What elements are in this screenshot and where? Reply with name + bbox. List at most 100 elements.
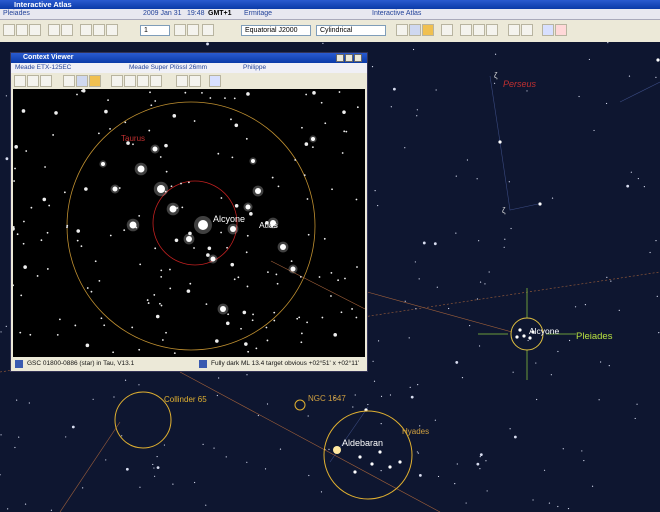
star: [230, 118, 232, 120]
star: [246, 92, 250, 96]
zoom-in[interactable]: [3, 24, 15, 36]
tool[interactable]: [76, 75, 88, 87]
tool[interactable]: [80, 24, 92, 36]
star: [0, 331, 1, 332]
close[interactable]: [354, 54, 362, 62]
star: [211, 257, 216, 262]
tool[interactable]: [521, 24, 533, 36]
observer[interactable]: Philippe: [243, 63, 266, 73]
tool[interactable]: [473, 24, 485, 36]
star: [184, 92, 186, 94]
tool[interactable]: [396, 24, 408, 36]
star: [48, 205, 50, 207]
step-back[interactable]: [174, 24, 186, 36]
star: [345, 131, 347, 133]
star: [150, 104, 152, 106]
tool[interactable]: [441, 24, 453, 36]
star-label: Alcyone: [529, 326, 560, 336]
telescope[interactable]: Meade ETX-125EC: [15, 63, 71, 73]
star: [47, 268, 49, 270]
timezone[interactable]: GMT+1: [208, 9, 232, 19]
star: [41, 239, 43, 241]
star: [86, 344, 90, 348]
tool[interactable]: [89, 75, 101, 87]
time[interactable]: 19:48: [187, 9, 205, 19]
star: [557, 351, 558, 352]
coordinates-select[interactable]: Equatorial J2000: [241, 25, 311, 36]
star: [14, 145, 18, 149]
tool[interactable]: [422, 24, 434, 36]
star: [372, 361, 373, 362]
star: [333, 333, 337, 337]
tool[interactable]: [63, 75, 75, 87]
mode[interactable]: Interactive Atlas: [372, 9, 421, 19]
star: [44, 166, 46, 168]
star: [418, 452, 419, 453]
star: [477, 178, 478, 179]
star: [161, 305, 163, 307]
star: [132, 143, 134, 145]
tool[interactable]: [111, 75, 123, 87]
tool[interactable]: [106, 24, 118, 36]
tool[interactable]: [189, 75, 201, 87]
date[interactable]: 2009 Jan 31: [143, 9, 182, 19]
refresh[interactable]: [202, 24, 214, 36]
star: [138, 349, 140, 351]
zoom-in[interactable]: [14, 75, 26, 87]
time-step[interactable]: 1: [140, 25, 170, 36]
eyepiece-view[interactable]: Taurus Alcyone Atlas: [13, 89, 365, 357]
aldebaran-star[interactable]: [333, 446, 341, 454]
star: [267, 403, 268, 404]
star: [417, 384, 418, 385]
star: [172, 484, 173, 485]
tool[interactable]: [150, 75, 162, 87]
minimize[interactable]: [336, 54, 344, 62]
star: [435, 420, 436, 421]
print[interactable]: [508, 24, 520, 36]
star: [607, 42, 608, 43]
star: [47, 232, 49, 234]
zoom-fit[interactable]: [29, 24, 41, 36]
star: [515, 335, 518, 338]
tool[interactable]: [460, 24, 472, 36]
star: [277, 283, 279, 285]
tool[interactable]: [555, 24, 567, 36]
star: [644, 186, 645, 187]
print[interactable]: [176, 75, 188, 87]
tool[interactable]: [486, 24, 498, 36]
zoom-fit[interactable]: [40, 75, 52, 87]
star: [510, 428, 511, 429]
zoom-out[interactable]: [16, 24, 28, 36]
star: [29, 334, 31, 336]
star: [180, 183, 182, 185]
star: [342, 110, 346, 114]
location[interactable]: Ermitage: [244, 9, 272, 19]
eyepiece[interactable]: Meade Super Plössl 26mm: [129, 63, 207, 73]
object-name[interactable]: Pleiades: [3, 9, 30, 19]
star: [378, 340, 379, 341]
star: [231, 156, 233, 158]
tool[interactable]: [48, 24, 60, 36]
projection-select[interactable]: Cylindrical: [316, 25, 386, 36]
star: [51, 510, 52, 511]
tool[interactable]: [93, 24, 105, 36]
tool[interactable]: [137, 75, 149, 87]
star: [356, 266, 358, 268]
help[interactable]: [209, 75, 221, 87]
star: [330, 295, 332, 297]
help[interactable]: [542, 24, 554, 36]
maximize[interactable]: [345, 54, 353, 62]
tool[interactable]: [61, 24, 73, 36]
tool[interactable]: [124, 75, 136, 87]
star: [246, 374, 247, 375]
zoom-out[interactable]: [27, 75, 39, 87]
star: [240, 328, 242, 330]
star: [82, 89, 86, 92]
star: [25, 150, 27, 152]
tool[interactable]: [409, 24, 421, 36]
star: [563, 448, 564, 449]
star: [124, 121, 126, 123]
step-forward[interactable]: [187, 24, 199, 36]
star: [6, 95, 7, 96]
star: [321, 317, 323, 319]
